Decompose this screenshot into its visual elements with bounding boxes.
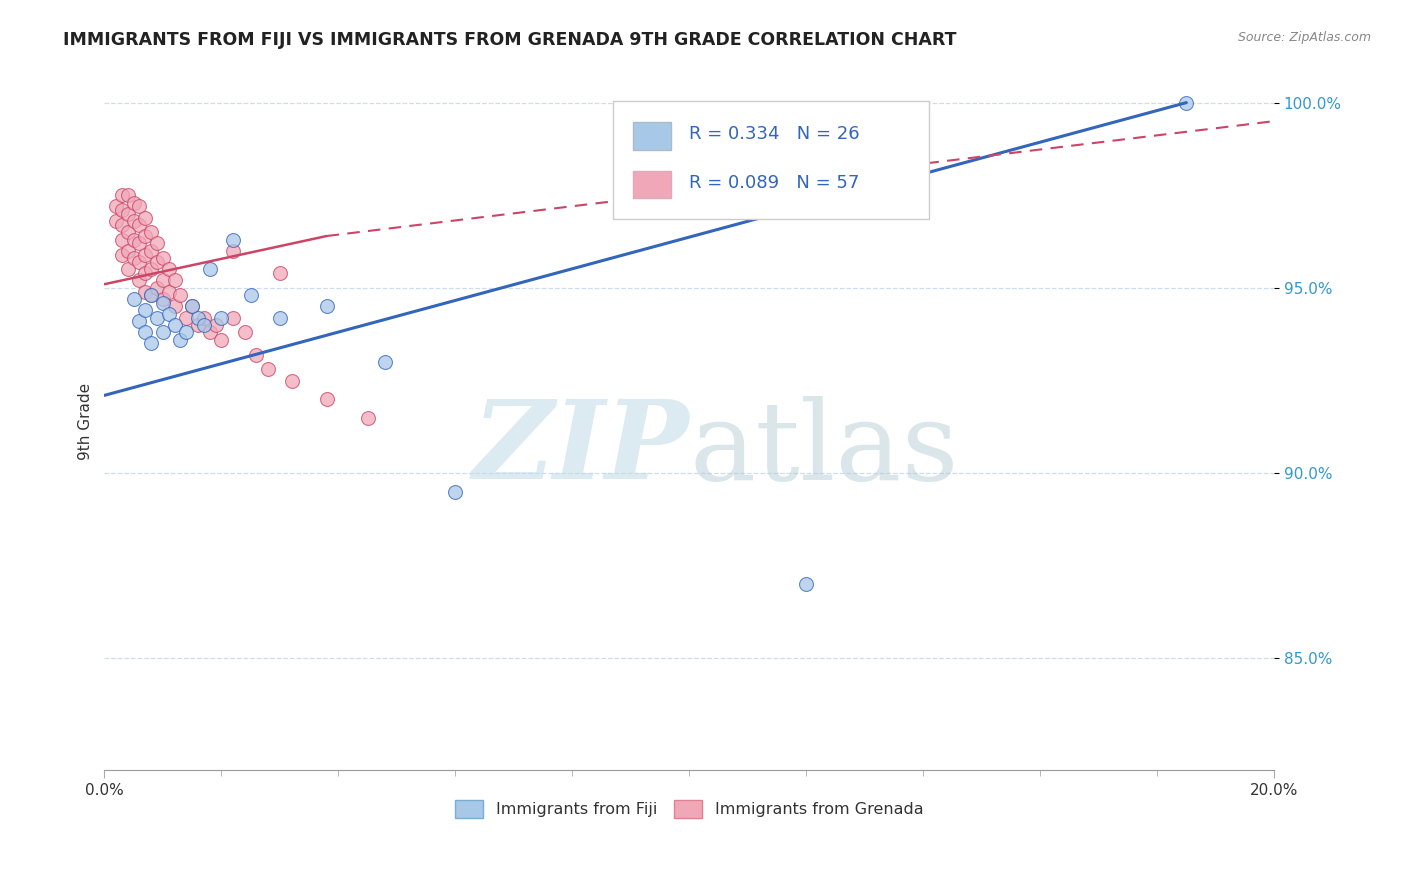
- Point: [117, 188, 139, 202]
- Point: [222, 310, 245, 325]
- Point: [157, 262, 180, 277]
- Point: [269, 310, 291, 325]
- Point: [111, 203, 134, 218]
- Point: [122, 195, 145, 210]
- Point: [122, 233, 145, 247]
- Text: IMMIGRANTS FROM FIJI VS IMMIGRANTS FROM GRENADA 9TH GRADE CORRELATION CHART: IMMIGRANTS FROM FIJI VS IMMIGRANTS FROM …: [63, 31, 956, 49]
- Point: [141, 336, 163, 351]
- Point: [163, 300, 186, 314]
- Point: [146, 236, 169, 251]
- Point: [122, 252, 145, 266]
- Legend: Immigrants from Fiji, Immigrants from Grenada: Immigrants from Fiji, Immigrants from Gr…: [449, 793, 931, 824]
- Point: [111, 247, 134, 261]
- Point: [105, 214, 128, 228]
- Point: [117, 244, 139, 258]
- Point: [105, 199, 128, 213]
- Point: [117, 225, 139, 239]
- Y-axis label: 9th Grade: 9th Grade: [79, 383, 93, 460]
- Point: [152, 326, 174, 340]
- Bar: [633, 170, 671, 198]
- Point: [193, 318, 215, 332]
- Point: [174, 326, 197, 340]
- Point: [1175, 95, 1198, 110]
- Text: Source: ZipAtlas.com: Source: ZipAtlas.com: [1237, 31, 1371, 45]
- Point: [187, 310, 209, 325]
- Point: [315, 300, 337, 314]
- Point: [187, 318, 209, 332]
- Point: [157, 285, 180, 299]
- Point: [269, 266, 291, 280]
- Text: R = 0.334   N = 26: R = 0.334 N = 26: [689, 125, 860, 144]
- Point: [134, 326, 156, 340]
- Point: [163, 273, 186, 287]
- Point: [356, 410, 378, 425]
- Point: [111, 218, 134, 232]
- Bar: [633, 121, 671, 150]
- Point: [134, 211, 156, 225]
- Point: [117, 262, 139, 277]
- Point: [122, 292, 145, 306]
- Point: [181, 300, 204, 314]
- Point: [152, 295, 174, 310]
- Point: [141, 288, 163, 302]
- Point: [181, 300, 204, 314]
- Point: [128, 199, 150, 213]
- Point: [204, 318, 226, 332]
- Point: [146, 310, 169, 325]
- Point: [128, 218, 150, 232]
- Point: [209, 333, 232, 347]
- Point: [174, 310, 197, 325]
- Point: [146, 255, 169, 269]
- Point: [233, 326, 256, 340]
- Point: [198, 262, 221, 277]
- Point: [134, 303, 156, 318]
- Point: [198, 326, 221, 340]
- Point: [128, 255, 150, 269]
- Point: [222, 244, 245, 258]
- Point: [122, 214, 145, 228]
- Point: [134, 266, 156, 280]
- Point: [209, 310, 232, 325]
- Point: [141, 244, 163, 258]
- Point: [128, 314, 150, 328]
- Point: [157, 307, 180, 321]
- Text: R = 0.089   N = 57: R = 0.089 N = 57: [689, 174, 859, 192]
- Text: ZIP: ZIP: [472, 395, 689, 503]
- Text: atlas: atlas: [689, 396, 959, 503]
- Point: [315, 392, 337, 406]
- Point: [141, 262, 163, 277]
- Point: [239, 288, 262, 302]
- Point: [134, 285, 156, 299]
- Point: [141, 288, 163, 302]
- Point: [152, 273, 174, 287]
- Point: [163, 318, 186, 332]
- Point: [245, 348, 267, 362]
- Point: [134, 229, 156, 244]
- Point: [152, 292, 174, 306]
- Point: [257, 362, 280, 376]
- Point: [141, 225, 163, 239]
- Point: [193, 310, 215, 325]
- FancyBboxPatch shape: [613, 101, 929, 219]
- Point: [169, 288, 191, 302]
- Point: [152, 252, 174, 266]
- Point: [134, 247, 156, 261]
- Point: [794, 577, 817, 591]
- Point: [111, 233, 134, 247]
- Point: [128, 273, 150, 287]
- Point: [374, 355, 396, 369]
- Point: [444, 484, 467, 499]
- Point: [128, 236, 150, 251]
- Point: [169, 333, 191, 347]
- Point: [111, 188, 134, 202]
- Point: [117, 207, 139, 221]
- Point: [146, 281, 169, 295]
- Point: [280, 374, 302, 388]
- Point: [222, 233, 245, 247]
